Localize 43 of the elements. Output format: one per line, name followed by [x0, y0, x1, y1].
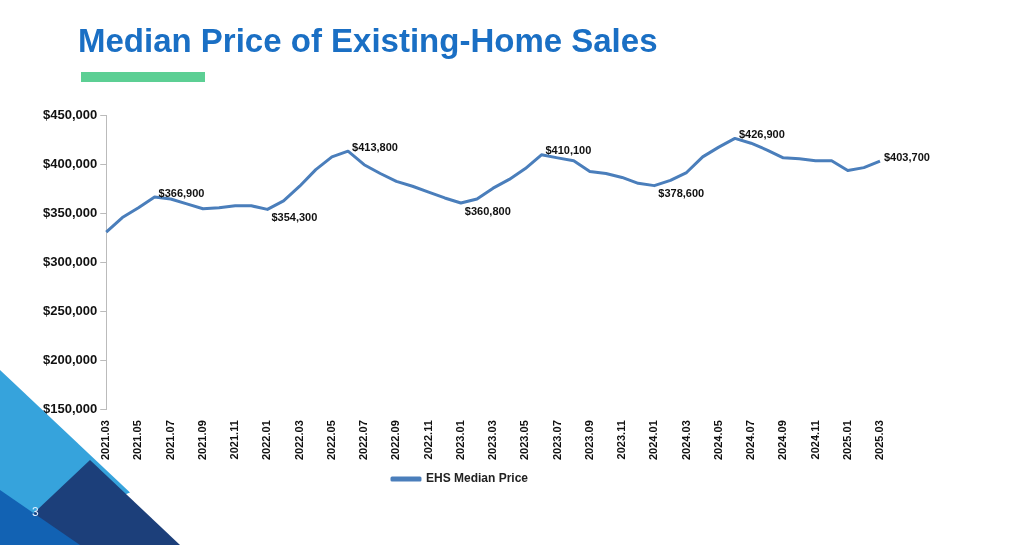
- x-tick-label: 2024.03: [679, 420, 692, 460]
- x-tick-label: 2024.11: [808, 420, 821, 460]
- x-tick-label: 2022.05: [324, 420, 337, 460]
- y-tick-label: $350,000: [42, 205, 98, 221]
- x-tick-label: 2021.03: [99, 420, 112, 460]
- x-tick-label: 2023.03: [486, 420, 499, 460]
- data-label: $403,700: [884, 150, 930, 163]
- y-tick-label: $400,000: [42, 156, 98, 172]
- legend-label: EHS Median Price: [425, 471, 529, 486]
- x-tick-label: 2023.01: [453, 420, 466, 460]
- x-tick-label: 2024.01: [647, 420, 660, 460]
- x-tick-label: 2024.07: [744, 420, 757, 460]
- x-tick-label: 2021.11: [228, 420, 241, 460]
- x-tick-label: 2024.05: [711, 420, 724, 460]
- x-tick-label: 2023.07: [550, 420, 563, 460]
- y-tick-label: $300,000: [42, 254, 98, 270]
- x-tick-label: 2022.01: [260, 420, 273, 460]
- y-tick-label: $150,000: [42, 400, 98, 416]
- data-label: $413,800: [352, 140, 398, 153]
- data-label: $426,900: [738, 127, 785, 140]
- data-label: $378,600: [658, 187, 705, 200]
- x-tick-label: 2023.05: [518, 420, 531, 460]
- x-tick-label: 2022.07: [357, 420, 370, 460]
- x-tick-label: 2025.03: [873, 420, 886, 460]
- data-label: $354,300: [271, 210, 318, 223]
- x-tick-label: 2023.09: [582, 420, 595, 460]
- y-tick-label: $250,000: [42, 303, 98, 318]
- x-tick-label: 2024.09: [776, 420, 789, 460]
- x-tick-label: 2022.11: [421, 420, 434, 460]
- x-tick-label: 2022.03: [292, 420, 305, 460]
- x-tick-label: 2023.11: [615, 420, 628, 460]
- x-tick-label: 2025.01: [840, 420, 853, 460]
- data-label: $366,900: [158, 186, 205, 199]
- text: 3: [32, 505, 39, 519]
- y-tick-label: $450,000: [42, 107, 98, 123]
- x-tick-label: 2021.05: [131, 420, 144, 460]
- data-label: $360,800: [464, 204, 511, 217]
- x-tick-label: 2021.07: [163, 420, 176, 460]
- x-tick-label: 2022.09: [389, 420, 402, 460]
- y-tick-label: $200,000: [42, 351, 98, 367]
- x-tick-label: 2021.09: [195, 420, 208, 460]
- data-label: $410,100: [545, 144, 592, 157]
- chart-title: Median Price of Existing-Home Sales: [78, 22, 658, 60]
